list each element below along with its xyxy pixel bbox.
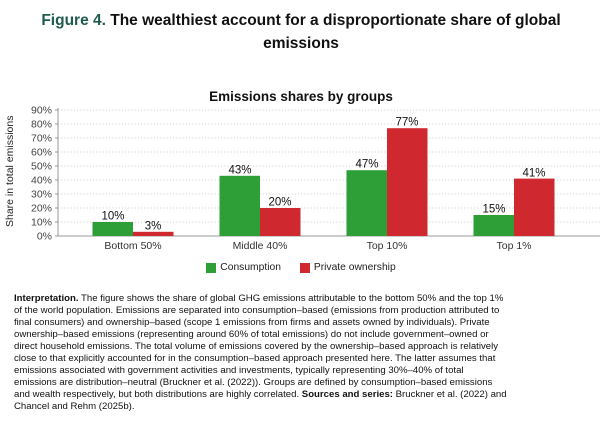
svg-text:0%: 0%: [37, 231, 52, 243]
svg-text:Top 1%: Top 1%: [496, 240, 531, 252]
svg-text:Middle 40%: Middle 40%: [233, 240, 288, 252]
svg-text:10%: 10%: [31, 217, 52, 229]
svg-text:43%: 43%: [228, 165, 251, 177]
svg-text:47%: 47%: [355, 159, 378, 171]
svg-text:Bottom 50%: Bottom 50%: [104, 240, 161, 252]
svg-text:77%: 77%: [395, 117, 418, 129]
svg-text:50%: 50%: [31, 161, 52, 173]
svg-text:Top 10%: Top 10%: [367, 240, 408, 252]
svg-text:30%: 30%: [31, 189, 52, 201]
svg-text:20%: 20%: [268, 197, 291, 209]
svg-text:80%: 80%: [31, 119, 52, 131]
svg-text:15%: 15%: [482, 204, 505, 216]
svg-text:90%: 90%: [31, 105, 52, 117]
svg-text:41%: 41%: [522, 168, 545, 180]
svg-text:40%: 40%: [31, 175, 52, 187]
svg-text:10%: 10%: [101, 211, 124, 223]
svg-text:20%: 20%: [31, 203, 52, 215]
svg-text:3%: 3%: [145, 221, 162, 233]
svg-text:60%: 60%: [31, 147, 52, 159]
svg-text:70%: 70%: [31, 133, 52, 145]
